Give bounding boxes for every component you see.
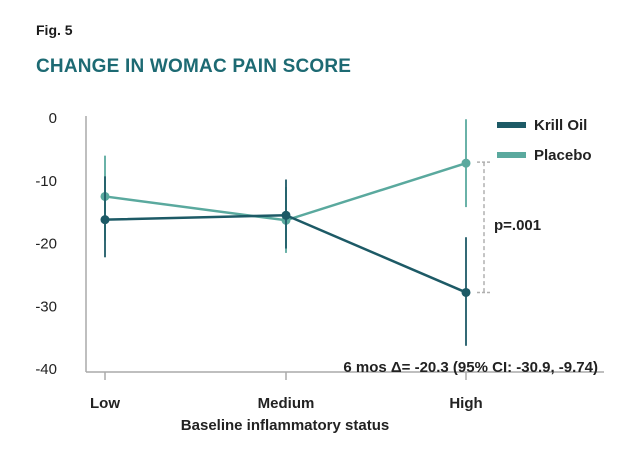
- data-point-krill-oil: [100, 215, 110, 225]
- pvalue-label: p=.001: [494, 217, 541, 234]
- data-point-placebo: [461, 158, 471, 168]
- series-layer: [100, 119, 471, 346]
- pvalue-bracket: [477, 161, 490, 294]
- effect-size-annotation: 6 mos Δ= -20.3 (95% CI: -30.9, -9.74): [343, 359, 598, 376]
- y-tick-label: -10: [35, 173, 57, 190]
- x-tick-label: Medium: [258, 395, 315, 412]
- chart-title: CHANGE IN WOMAC PAIN SCORE: [36, 56, 352, 77]
- series-krill-oil: [100, 176, 471, 346]
- y-tick-label: -40: [35, 361, 57, 378]
- figure-label: Fig. 5: [36, 22, 73, 38]
- x-tick-label: Low: [90, 395, 120, 412]
- legend: Krill Oil Placebo: [497, 117, 592, 164]
- legend-label-krill-oil: Krill Oil: [534, 117, 587, 134]
- y-tick-label: 0: [49, 110, 57, 127]
- x-axis-title: Baseline inflammatory status: [181, 417, 389, 434]
- y-tick-label: -30: [35, 298, 57, 315]
- legend-label-placebo: Placebo: [534, 147, 592, 164]
- y-ticks: 0 -10 -20 -30 -40: [35, 110, 57, 378]
- x-ticks: Low Medium High: [90, 372, 483, 412]
- data-point-krill-oil: [281, 210, 291, 220]
- data-point-krill-oil: [461, 287, 471, 297]
- x-tick-label: High: [449, 395, 482, 412]
- y-tick-label: -20: [35, 236, 57, 253]
